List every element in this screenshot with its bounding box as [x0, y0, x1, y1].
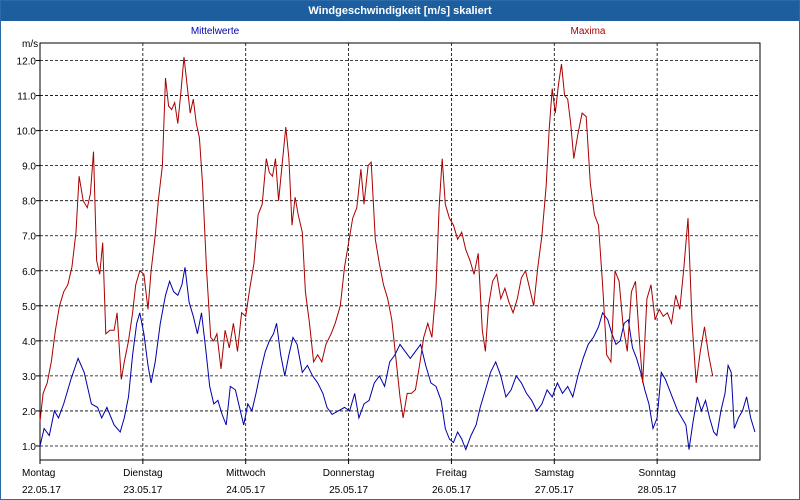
- plot-area: [39, 42, 761, 461]
- x-tick-date-label: 27.05.17: [535, 485, 574, 496]
- y-tick-label: 6.0: [22, 267, 36, 278]
- x-tick-day-label: Montag: [22, 468, 55, 479]
- x-tick-day-label: Sonntag: [639, 468, 676, 479]
- y-tick-label: 9.0: [22, 162, 36, 173]
- y-tick-label: 4.0: [22, 337, 36, 348]
- y-tick-label: 7.0: [22, 232, 36, 243]
- x-tick-day-label: Donnerstag: [323, 468, 375, 479]
- x-axis: Montag 22.05.17 Dienstag 23.05.17 Mittwoch 24…: [22, 460, 677, 496]
- x-tick-date-label: 23.05.17: [123, 485, 162, 496]
- grid: [40, 43, 760, 460]
- series-lines: [39, 56, 756, 451]
- x-tick-date-label: 26.05.17: [432, 485, 471, 496]
- y-axis-label: m/s: [22, 39, 38, 50]
- y-axis: 12.0 11.0 10.0 9.0 8.0 7.0 6.0 5.0 4.0 3.0 2.0 1.0: [17, 57, 40, 453]
- x-tick-day-label: Samstag: [535, 468, 574, 479]
- y-tick-label: 8.0: [22, 197, 36, 208]
- legend-mittelwerte: Mittelwerte: [191, 26, 240, 37]
- y-tick-label: 12.0: [17, 57, 37, 68]
- x-tick-day-label: Dienstag: [123, 468, 162, 479]
- x-tick-date-label: 28.05.17: [638, 485, 677, 496]
- series-line-mittelwerte: [39, 267, 756, 451]
- y-tick-label: 3.0: [22, 372, 36, 383]
- series-line-maxima: [39, 56, 714, 422]
- y-tick-label: 2.0: [22, 407, 36, 418]
- x-tick-day-label: Freitag: [436, 468, 467, 479]
- y-tick-label: 10.0: [17, 127, 37, 138]
- x-tick-date-label: 25.05.17: [329, 485, 368, 496]
- x-tick-date-label: 22.05.17: [22, 485, 61, 496]
- y-tick-label: 5.0: [22, 302, 36, 313]
- y-tick-label: 1.0: [22, 442, 36, 453]
- y-tick-label: 11.0: [17, 92, 36, 103]
- x-tick-day-label: Mittwoch: [226, 468, 265, 479]
- x-tick-date-label: 24.05.17: [226, 485, 265, 496]
- legend-maxima: Maxima: [570, 26, 605, 37]
- window-title: Windgeschwindigkeit [m/s] skaliert: [1, 1, 799, 21]
